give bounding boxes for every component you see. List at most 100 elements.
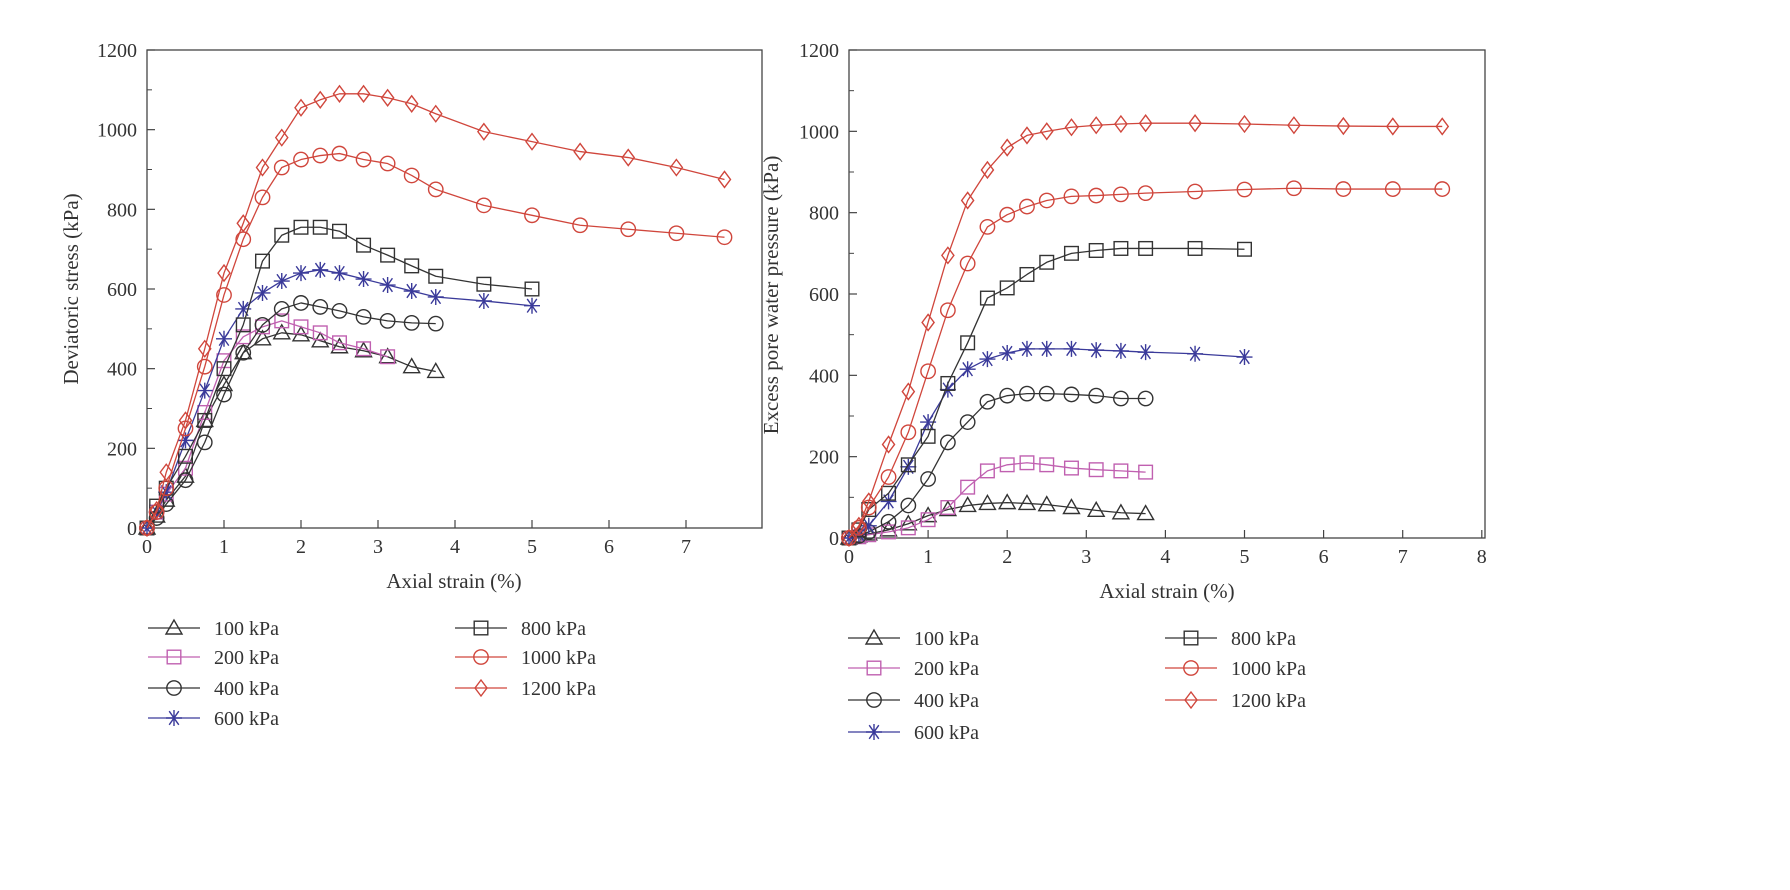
- circle-marker: [939, 434, 956, 451]
- x-tick-label: 3: [1081, 546, 1091, 568]
- legend-label: 100 kPa: [914, 628, 979, 650]
- circle-marker: [379, 155, 396, 172]
- y-tick-label: 200: [809, 447, 839, 469]
- circle-marker: [1187, 183, 1203, 200]
- circle-marker: [920, 471, 936, 487]
- circle-marker: [716, 229, 733, 246]
- asterisk-marker: [880, 493, 897, 510]
- legend-label: 1200 kPa: [1231, 690, 1306, 712]
- square-marker: [1063, 460, 1079, 476]
- square-marker: [1113, 463, 1129, 479]
- series-line: [146, 332, 436, 529]
- series-400kpa: [841, 385, 1154, 546]
- triangle-marker: [918, 506, 938, 523]
- circle-marker: [979, 218, 996, 235]
- square-marker: [1236, 241, 1252, 257]
- circle-marker: [880, 469, 897, 485]
- circle-marker: [920, 363, 936, 380]
- square-marker: [1187, 240, 1203, 256]
- square-marker: [1138, 240, 1154, 256]
- diamond-marker: [842, 528, 856, 548]
- x-tick-label: 3: [373, 536, 383, 558]
- square-marker: [216, 361, 232, 377]
- diamond-marker: [313, 90, 328, 109]
- square-marker: [524, 281, 540, 297]
- asterisk-marker: [293, 265, 309, 282]
- square-marker: [1183, 630, 1199, 646]
- asterisk-marker: [866, 724, 882, 740]
- y-tick-label: 1200: [799, 40, 839, 62]
- y-tick-label: 600: [107, 279, 137, 301]
- y-tick-label: 1000: [97, 120, 137, 142]
- diamond-marker: [178, 411, 193, 430]
- diamond-marker: [881, 435, 896, 454]
- legend-label: 200 kPa: [914, 658, 979, 680]
- x-tick-label: 4: [450, 536, 460, 558]
- diamond-marker: [1000, 138, 1015, 157]
- circle-marker: [293, 151, 309, 168]
- diamond-marker: [921, 313, 935, 332]
- diamond-marker: [901, 382, 916, 401]
- series-line: [848, 501, 1146, 539]
- diamond-marker: [1064, 118, 1079, 137]
- deviatoric-stress-chart: Axial strain (%) Deviatoric stress (kPa)…: [59, 40, 763, 730]
- y-axis-label: Excess pore water pressure (kPa): [759, 156, 783, 435]
- legend-label: 200 kPa: [214, 647, 279, 669]
- asterisk-marker: [403, 282, 420, 299]
- series-line: [848, 348, 1245, 539]
- asterisk-marker: [235, 300, 252, 317]
- square-marker: [274, 227, 290, 243]
- circle-marker: [620, 221, 637, 238]
- series-600kpa: [841, 340, 1253, 546]
- triangle-marker: [1062, 498, 1081, 515]
- circle-marker: [1113, 390, 1129, 407]
- asterisk-marker: [355, 271, 372, 288]
- circle-marker: [1019, 198, 1035, 215]
- square-marker: [1019, 455, 1035, 471]
- circle-marker: [979, 393, 996, 410]
- triangle-marker: [1136, 504, 1155, 521]
- circle-marker: [999, 206, 1016, 223]
- diamond-marker: [573, 142, 587, 161]
- diamond-marker: [852, 516, 866, 535]
- circle-marker: [254, 316, 271, 333]
- square-marker: [920, 512, 936, 528]
- legend-label: 800 kPa: [1231, 628, 1296, 650]
- legend-item: 400 kPa: [148, 678, 279, 700]
- square-marker: [1088, 242, 1104, 258]
- legend-item: 1200 kPa: [1165, 690, 1306, 712]
- square-marker: [881, 485, 897, 501]
- circle-marker: [216, 287, 232, 303]
- triangle-marker: [426, 362, 445, 379]
- circle-marker: [1137, 185, 1154, 202]
- diamond-marker: [1114, 114, 1128, 134]
- circle-marker: [1038, 192, 1055, 209]
- square-marker: [177, 448, 193, 464]
- circle-marker: [1038, 385, 1055, 402]
- diamond-marker: [1138, 114, 1153, 133]
- y-tick-label: 800: [809, 203, 839, 225]
- circle-marker: [1286, 180, 1302, 197]
- asterisk-marker: [196, 382, 213, 399]
- asterisk-marker: [1137, 344, 1154, 361]
- diamond-marker: [717, 170, 732, 189]
- series-1200kpa: [842, 114, 1450, 548]
- circle-marker: [331, 303, 348, 319]
- asterisk-marker: [1063, 340, 1080, 357]
- circle-marker: [427, 315, 444, 332]
- x-tick-label: 5: [1240, 546, 1250, 568]
- legend-label: 100 kPa: [214, 618, 279, 640]
- circle-marker: [959, 414, 976, 430]
- diamond-marker: [1336, 116, 1351, 136]
- series-line: [848, 462, 1146, 539]
- triangle-marker: [958, 496, 977, 513]
- asterisk-marker: [1038, 340, 1055, 357]
- asterisk-marker: [158, 484, 175, 501]
- y-tick-label: 400: [107, 359, 137, 381]
- square-marker: [1113, 240, 1129, 256]
- diamond-marker: [428, 104, 443, 123]
- asterisk-marker: [1088, 342, 1105, 359]
- asterisk-marker: [1236, 349, 1253, 366]
- diamond-marker: [332, 84, 347, 103]
- x-axis-label: Axial strain (%): [386, 569, 521, 593]
